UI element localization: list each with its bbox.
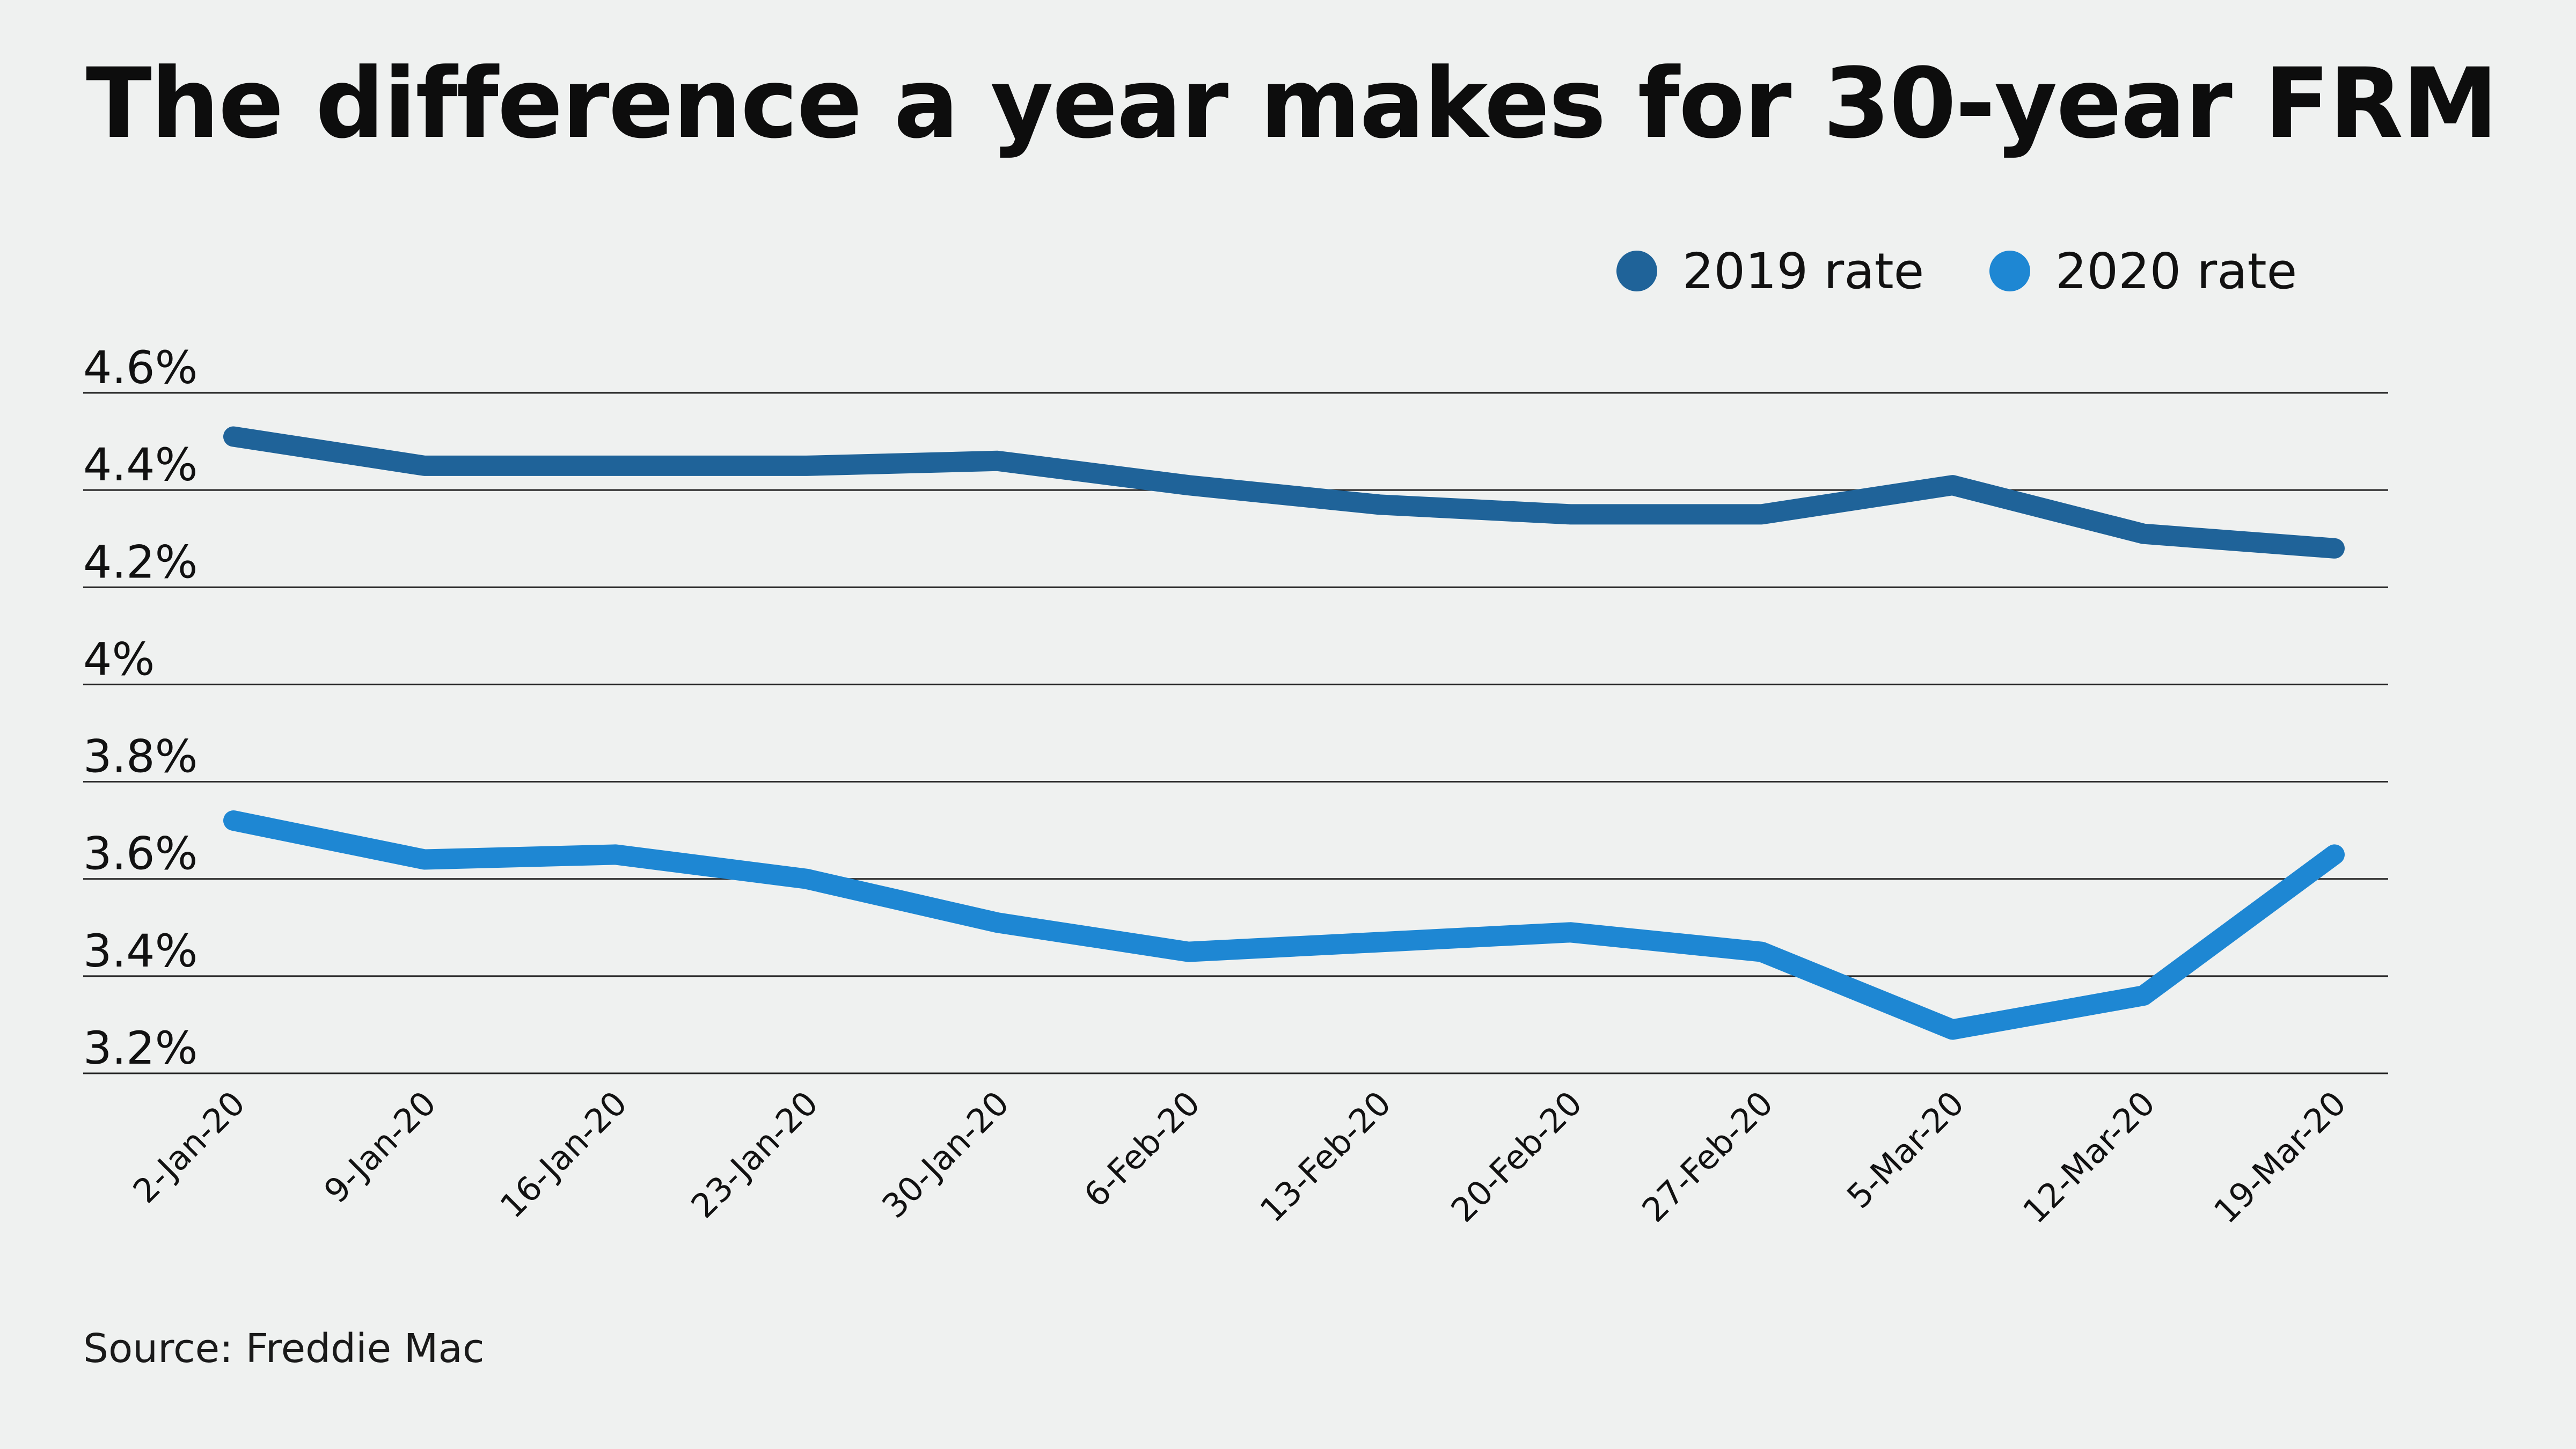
- chart-title: The difference a year makes for 30-year …: [86, 48, 2498, 160]
- y-tick-label: 4.4%: [83, 438, 197, 491]
- x-tick-label: 19-Mar-20: [2206, 1084, 2354, 1231]
- legend-marker: [1616, 251, 1657, 291]
- series-line-2019: [223, 426, 2345, 559]
- series-line-2020: [223, 810, 2345, 1040]
- series-lines: [223, 426, 2345, 1040]
- x-tick-label: 12-Mar-20: [2015, 1084, 2163, 1231]
- y-tick-label: 4.6%: [83, 341, 197, 394]
- x-axis-tick-labels: 2-Jan-20 9-Jan-20 16-Jan-20 23-Jan-20 30-Jan…: [126, 1084, 2354, 1231]
- y-tick-label: 4%: [83, 633, 155, 685]
- x-tick-label: 23-Jan-20: [683, 1084, 825, 1226]
- legend-label: 2019 rate: [1682, 243, 1924, 300]
- x-tick-label: 5-Mar-20: [1839, 1084, 1972, 1216]
- y-tick-label: 3.2%: [83, 1022, 197, 1074]
- legend-marker: [1989, 251, 2030, 291]
- x-tick-label: 27-Feb-20: [1634, 1084, 1780, 1230]
- y-tick-label: 3.8%: [83, 730, 197, 783]
- y-tick-label: 3.6%: [83, 828, 197, 880]
- source-note: Source: Freddie Mac: [83, 1326, 485, 1372]
- legend-label: 2020 rate: [2055, 243, 2297, 300]
- x-tick-label: 2-Jan-20: [126, 1084, 253, 1211]
- y-tick-label: 3.4%: [83, 925, 197, 977]
- y-tick-label: 4.2%: [83, 536, 197, 588]
- x-tick-label: 13-Feb-20: [1253, 1084, 1399, 1230]
- x-tick-label: 9-Jan-20: [317, 1084, 444, 1211]
- x-tick-label: 20-Feb-20: [1444, 1084, 1590, 1230]
- legend: 2019 rate 2020 rate: [1616, 243, 2297, 300]
- x-tick-label: 6-Feb-20: [1077, 1084, 1208, 1215]
- x-tick-label: 16-Jan-20: [493, 1084, 635, 1226]
- y-axis-tick-labels: 3.2% 3.4% 3.6% 3.8% 4% 4.2% 4.4% 4.6%: [83, 341, 197, 1074]
- x-tick-label: 30-Jan-20: [874, 1084, 1016, 1226]
